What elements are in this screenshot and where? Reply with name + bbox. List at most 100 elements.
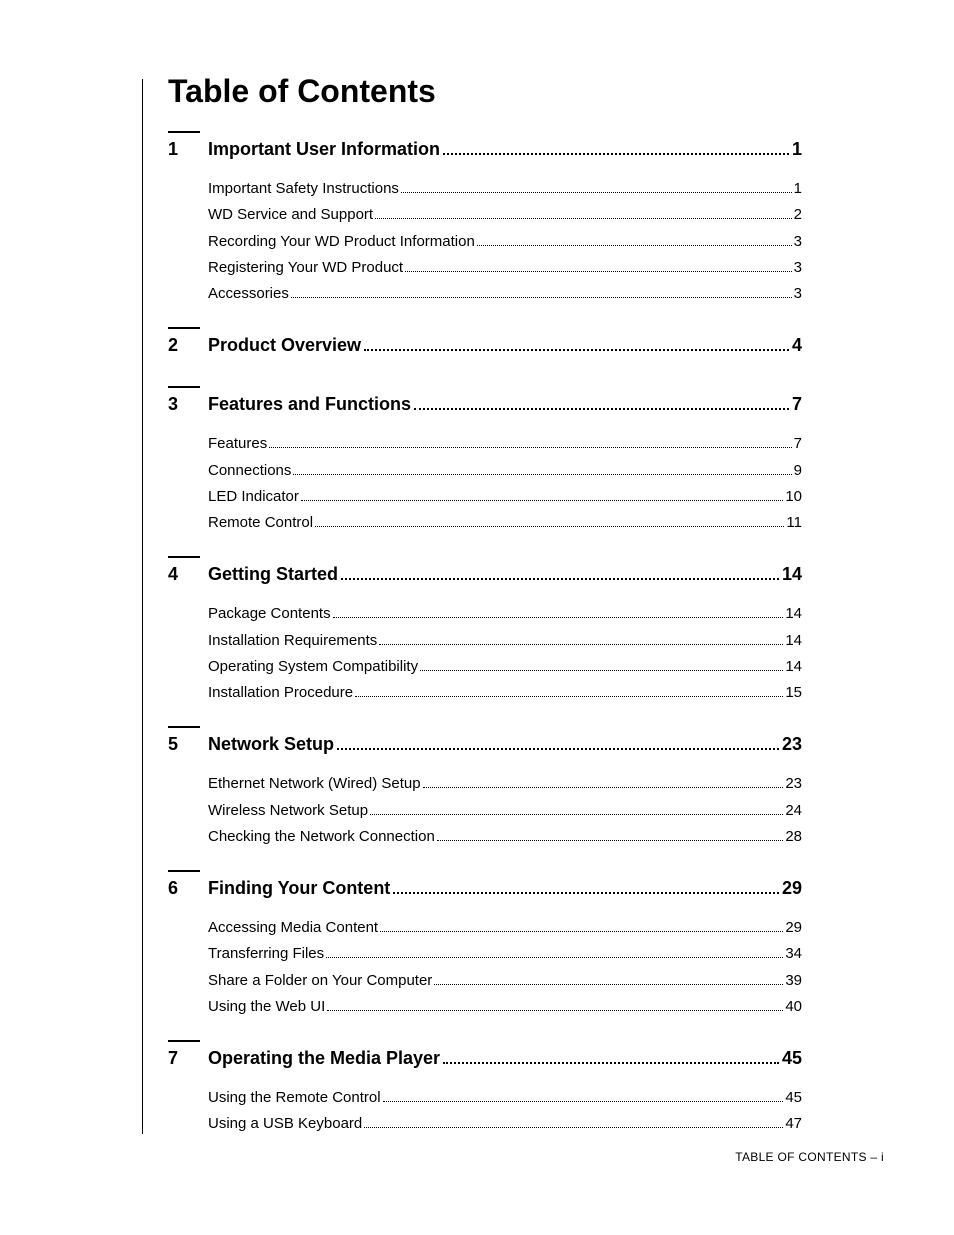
- toc-sub-page: 3: [794, 255, 802, 281]
- toc-sub-list: Using the Remote Control 45Using a USB K…: [208, 1085, 802, 1138]
- toc-sub-line[interactable]: Accessing Media Content 29: [208, 915, 802, 941]
- toc-sub-leader: [291, 290, 792, 299]
- toc-chapter-line[interactable]: Getting Started 14: [208, 564, 802, 585]
- toc-chapter-line[interactable]: Features and Functions 7: [208, 394, 802, 415]
- toc-sub-page: 14: [785, 601, 802, 627]
- footer-text: TABLE OF CONTENTS – i: [735, 1150, 884, 1164]
- toc-sub-line[interactable]: Operating System Compatibility 14: [208, 654, 802, 680]
- toc-sub-line[interactable]: Ethernet Network (Wired) Setup 23: [208, 771, 802, 797]
- toc-sub-line[interactable]: Share a Folder on Your Computer 39: [208, 968, 802, 994]
- toc-sub-line[interactable]: Connections 9: [208, 458, 802, 484]
- toc-chapter-number: 1: [142, 139, 208, 160]
- toc-sub-title: Accessories: [208, 281, 289, 307]
- toc-sub-line[interactable]: Registering Your WD Product 3: [208, 255, 802, 281]
- toc-sub-line[interactable]: LED Indicator 10: [208, 484, 802, 510]
- toc-sub-leader: [327, 1002, 783, 1011]
- toc-chapter-page: 14: [782, 564, 802, 585]
- toc-number-bar: [168, 726, 200, 728]
- toc-sub-line[interactable]: Recording Your WD Product Information 3: [208, 229, 802, 255]
- toc-number-bar: [168, 1040, 200, 1042]
- toc-number-bar: [168, 327, 200, 329]
- toc-number-column: 5: [142, 734, 208, 755]
- toc-sub-leader: [434, 976, 783, 985]
- toc-sub-page: 3: [794, 229, 802, 255]
- toc-sub-title: Installation Procedure: [208, 680, 353, 706]
- toc-sub-page: 34: [785, 941, 802, 967]
- toc-section-head: 4Getting Started 14: [142, 564, 802, 585]
- toc-section-head: 3Features and Functions 7: [142, 394, 802, 415]
- toc-chapter-page: 1: [792, 139, 802, 160]
- toc-sub-title: Wireless Network Setup: [208, 798, 368, 824]
- toc-chapter-line[interactable]: Product Overview 4: [208, 335, 802, 356]
- toc-chapter-number: 4: [142, 564, 208, 585]
- toc-sub-title: Recording Your WD Product Information: [208, 229, 475, 255]
- toc-sub-list: Important Safety Instructions 1WD Servic…: [208, 176, 802, 307]
- toc-sub-leader: [301, 492, 783, 501]
- toc-sub-leader: [364, 1120, 783, 1129]
- toc-sub-page: 14: [785, 628, 802, 654]
- toc-section: 4Getting Started 14Package Contents 14In…: [142, 564, 802, 706]
- toc-sub-title: Using the Remote Control: [208, 1085, 381, 1111]
- toc-chapter-page: 4: [792, 335, 802, 356]
- toc-section-head: 2Product Overview 4: [142, 335, 802, 356]
- toc-chapter-leader: [337, 739, 779, 750]
- toc-sub-line[interactable]: Transferring Files 34: [208, 941, 802, 967]
- toc-sub-title: Registering Your WD Product: [208, 255, 403, 281]
- toc-sub-title: Share a Folder on Your Computer: [208, 968, 432, 994]
- toc-chapter-leader: [443, 1053, 779, 1064]
- toc-sub-line[interactable]: Installation Procedure 15: [208, 680, 802, 706]
- toc-chapter-leader: [414, 399, 789, 410]
- toc-chapter-title: Operating the Media Player: [208, 1048, 440, 1069]
- toc-sub-leader: [375, 211, 792, 220]
- toc-chapter-line[interactable]: Operating the Media Player 45: [208, 1048, 802, 1069]
- toc-chapter-line[interactable]: Important User Information 1: [208, 139, 802, 160]
- toc-sub-leader: [383, 1094, 784, 1103]
- toc-sub-leader: [423, 780, 784, 789]
- toc-chapter-number: 3: [142, 394, 208, 415]
- toc-sub-line[interactable]: Accessories 3: [208, 281, 802, 307]
- toc-sub-page: 24: [785, 798, 802, 824]
- toc-chapter-page: 7: [792, 394, 802, 415]
- toc-sub-page: 40: [785, 994, 802, 1020]
- toc-chapter-leader: [341, 569, 779, 580]
- toc-chapter-number: 7: [142, 1048, 208, 1069]
- toc-sub-title: Using the Web UI: [208, 994, 325, 1020]
- toc-sub-leader: [293, 466, 791, 475]
- toc-chapter-title: Network Setup: [208, 734, 334, 755]
- toc-number-column: 1: [142, 139, 208, 160]
- toc-number-column: 2: [142, 335, 208, 356]
- toc-sub-title: Connections: [208, 458, 291, 484]
- toc-chapter-title: Getting Started: [208, 564, 338, 585]
- toc-chapter-line[interactable]: Finding Your Content 29: [208, 878, 802, 899]
- toc-chapter-title: Product Overview: [208, 335, 361, 356]
- toc-sub-title: Important Safety Instructions: [208, 176, 399, 202]
- toc-sub-title: Operating System Compatibility: [208, 654, 418, 680]
- toc-sub-list: Accessing Media Content 29Transferring F…: [208, 915, 802, 1020]
- toc-sub-leader: [355, 689, 783, 698]
- toc-sub-line[interactable]: Remote Control 11: [208, 510, 802, 536]
- toc-section: 3Features and Functions 7 Features 7Conne…: [142, 394, 802, 536]
- toc-section-head: 1Important User Information 1: [142, 139, 802, 160]
- toc-sub-line[interactable]: Features 7: [208, 431, 802, 457]
- toc-sub-line[interactable]: Using the Web UI 40: [208, 994, 802, 1020]
- toc-sub-title: Ethernet Network (Wired) Setup: [208, 771, 421, 797]
- toc-sub-line[interactable]: Using a USB Keyboard 47: [208, 1111, 802, 1137]
- toc-sub-line[interactable]: Checking the Network Connection 28: [208, 824, 802, 850]
- toc-sub-title: WD Service and Support: [208, 202, 373, 228]
- toc-sub-leader: [380, 924, 783, 933]
- toc-sub-page: 23: [785, 771, 802, 797]
- toc-sub-leader: [379, 636, 783, 645]
- toc-sub-page: 29: [785, 915, 802, 941]
- toc-sub-list: Package Contents 14Installation Requirem…: [208, 601, 802, 706]
- toc-sub-line[interactable]: Wireless Network Setup 24: [208, 798, 802, 824]
- toc-chapter-leader: [393, 883, 779, 894]
- toc-sub-line[interactable]: Important Safety Instructions 1: [208, 176, 802, 202]
- toc-sub-line[interactable]: Package Contents 14: [208, 601, 802, 627]
- toc-sub-line[interactable]: Using the Remote Control 45: [208, 1085, 802, 1111]
- toc-sub-line[interactable]: Installation Requirements 14: [208, 628, 802, 654]
- toc-section-head: 7Operating the Media Player 45: [142, 1048, 802, 1069]
- toc-chapter-line[interactable]: Network Setup 23: [208, 734, 802, 755]
- toc-sub-page: 9: [794, 458, 802, 484]
- toc-sub-line[interactable]: WD Service and Support 2: [208, 202, 802, 228]
- toc-number-bar: [168, 131, 200, 133]
